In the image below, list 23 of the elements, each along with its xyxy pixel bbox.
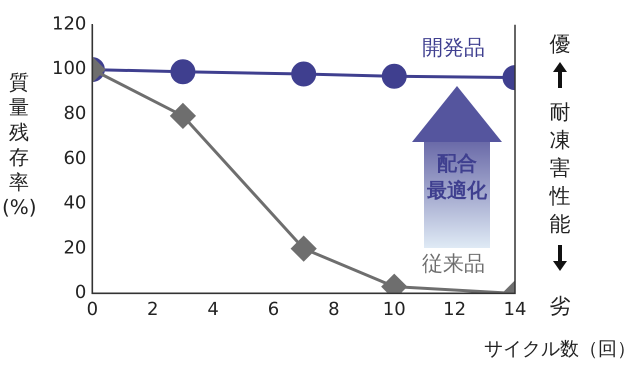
x-tick-label: 8 <box>328 298 340 320</box>
y-tick-label: 40 <box>63 192 86 214</box>
x-tick-label: 12 <box>443 298 466 320</box>
text: 耐凍害性能 <box>548 99 572 238</box>
annotation: 配合 <box>436 150 478 177</box>
y-tick-label: 60 <box>63 148 86 169</box>
y-tick-label: 20 <box>63 237 86 258</box>
text: 劣 <box>548 293 572 320</box>
x-tick-label: 6 <box>268 298 280 320</box>
text: 優 <box>548 31 572 58</box>
y-tick-label: 80 <box>63 103 86 124</box>
y-axis-title: 質量残存率(%) <box>2 70 37 220</box>
x-tick-label: 14 <box>504 298 526 320</box>
x-tick-label: 2 <box>147 298 158 320</box>
y-tick-label: 120 <box>52 13 86 34</box>
series-label: 従来品 <box>422 251 485 276</box>
series-label: 開発品 <box>422 36 485 60</box>
x-axis-title: サイクル数（回） <box>484 337 636 362</box>
y-tick-label: 100 <box>52 58 86 80</box>
annotation: 最適化 <box>426 177 488 204</box>
y-tick-label: 0 <box>74 282 86 304</box>
x-tick-label: 10 <box>382 298 406 320</box>
x-tick-label: 4 <box>207 298 219 320</box>
